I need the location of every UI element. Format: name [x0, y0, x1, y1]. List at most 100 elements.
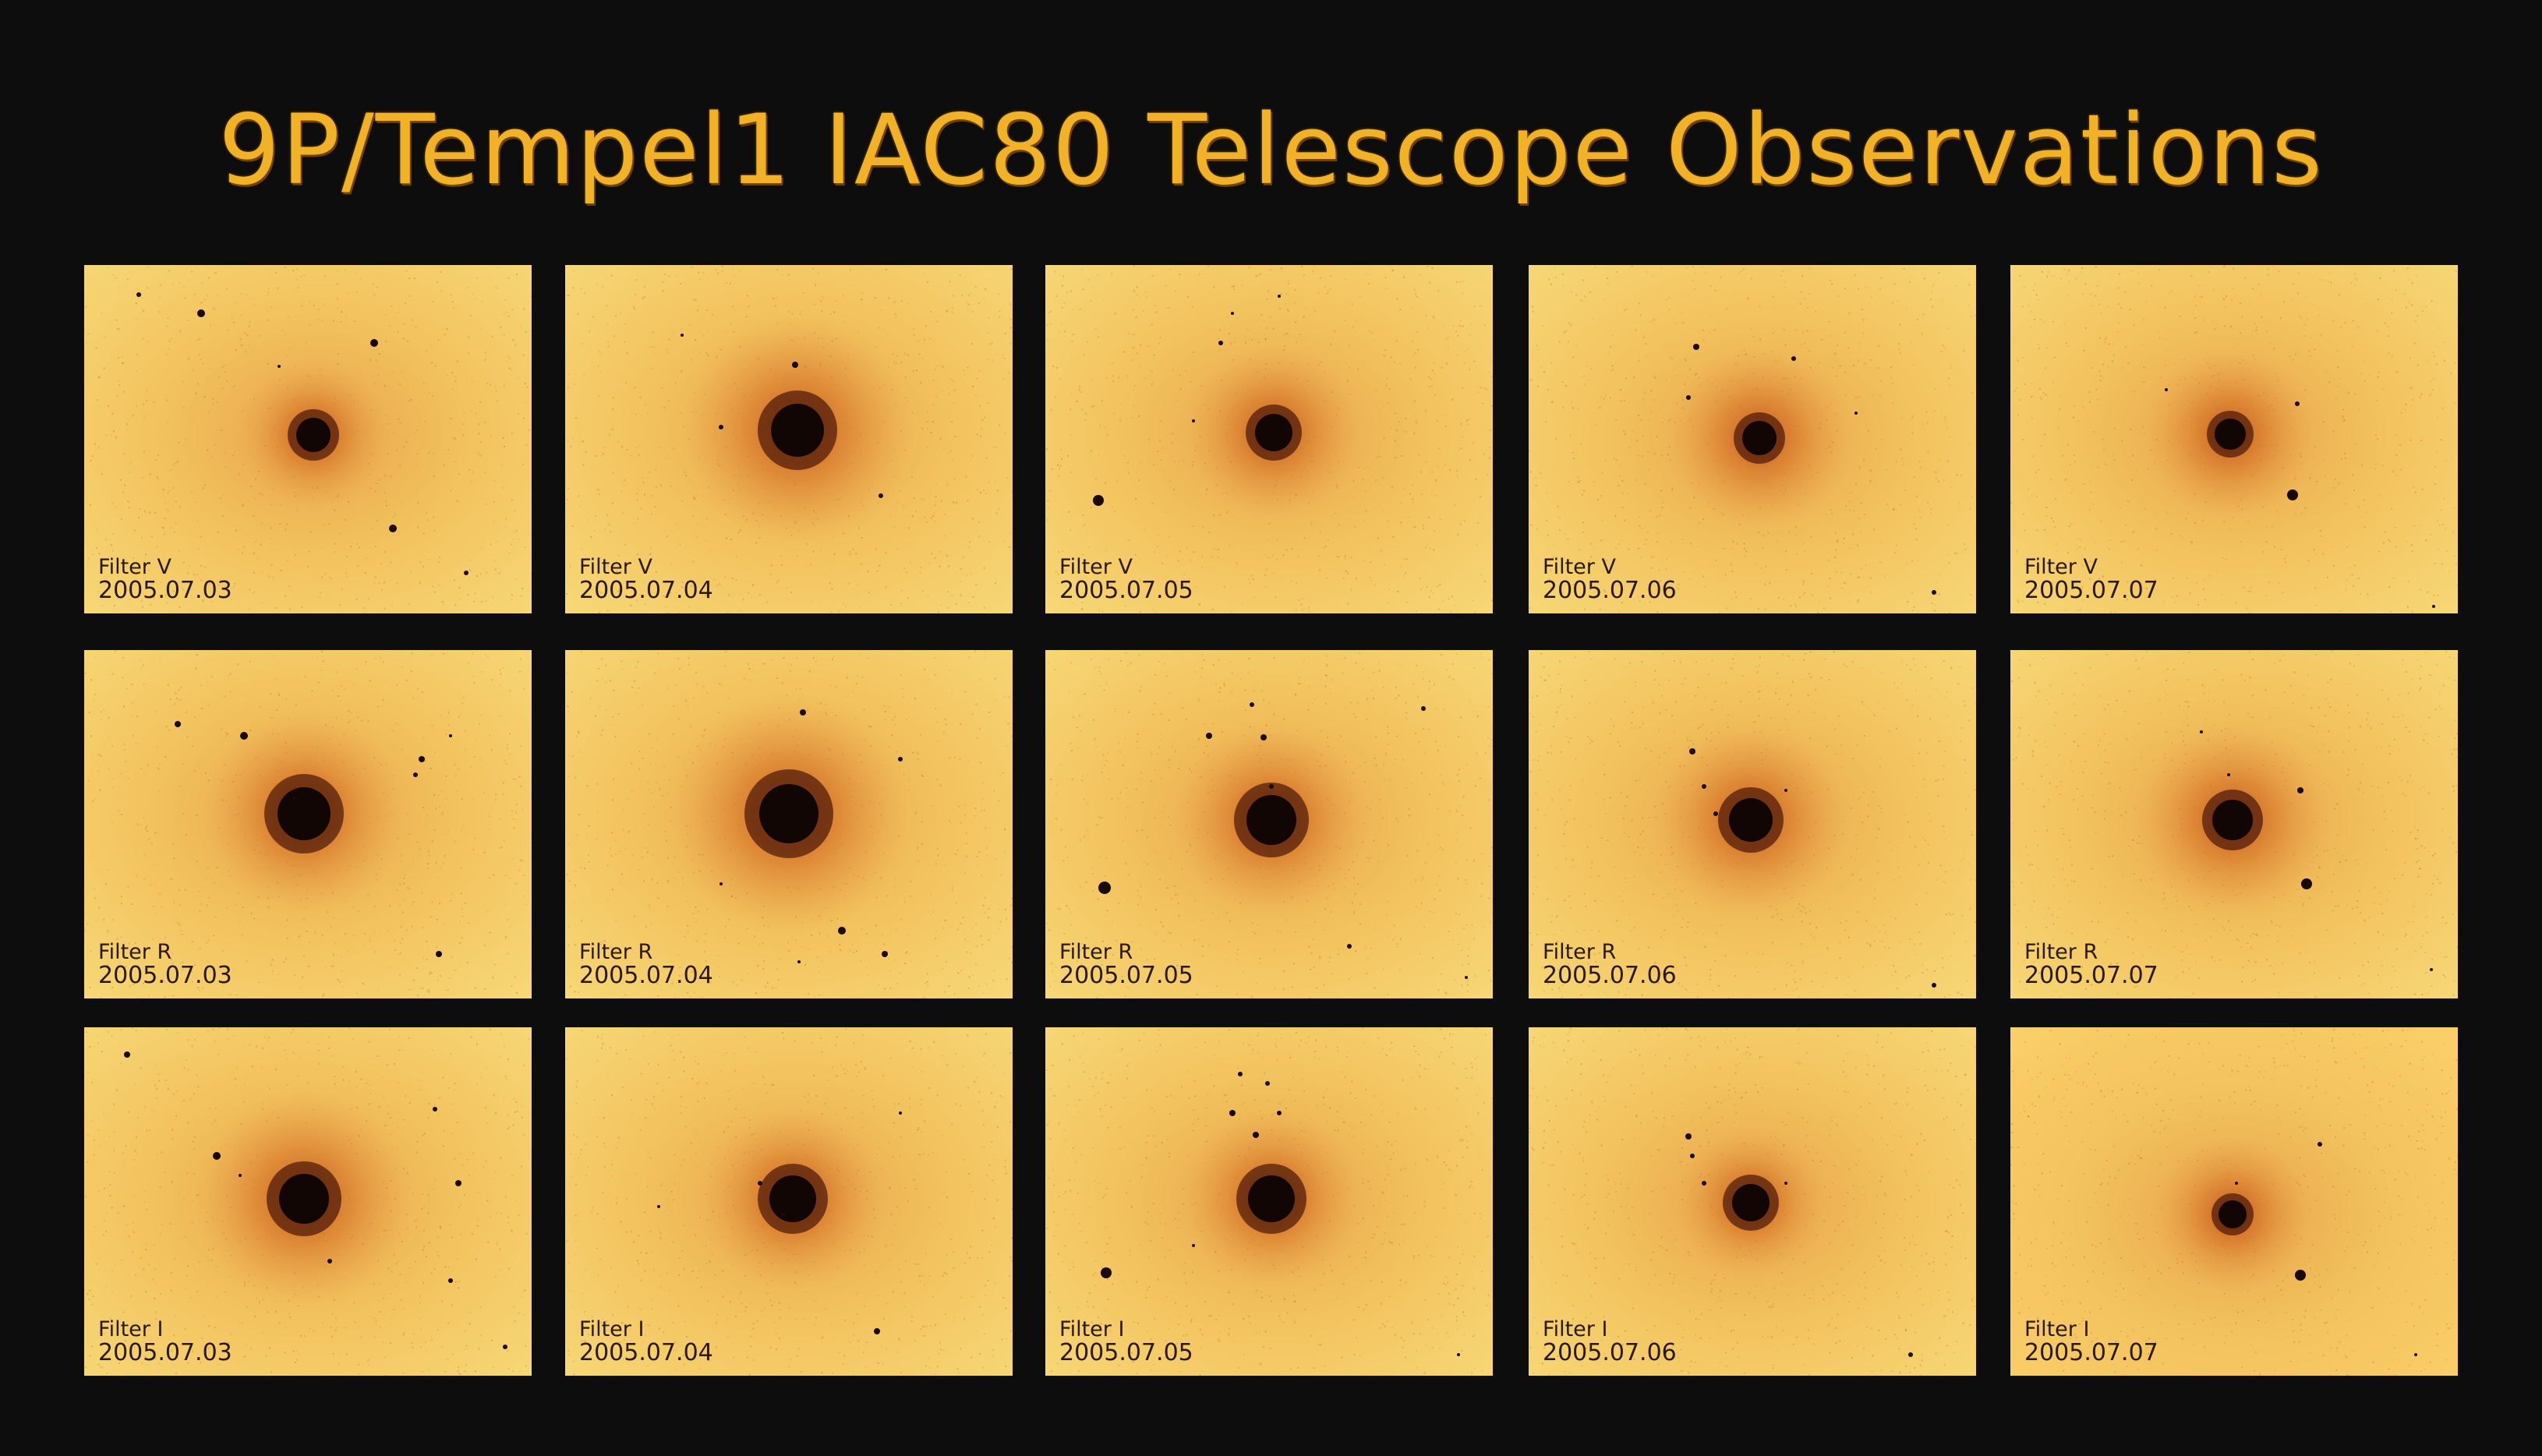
comet-nucleus: [2212, 800, 2253, 840]
comet-image: [565, 265, 1013, 613]
field-star: [2295, 401, 2300, 406]
field-star: [1932, 590, 1936, 595]
comet-nucleus: [296, 418, 331, 452]
observation-date: 2005.07.07: [2024, 1339, 2158, 1366]
panel-caption: Filter I 2005.07.07: [2024, 1318, 2158, 1365]
field-star: [2227, 773, 2230, 776]
comet-nucleus: [1732, 1184, 1770, 1221]
observation-date: 2005.07.07: [2024, 962, 2158, 989]
field-star: [879, 493, 883, 498]
filter-label: Filter I: [579, 1317, 645, 1341]
field-star: [327, 1259, 332, 1263]
field-star: [797, 960, 801, 963]
field-star: [657, 1205, 660, 1208]
field-star: [2414, 1353, 2417, 1356]
field-star: [278, 365, 281, 368]
comet-image: [1045, 1027, 1493, 1376]
field-star: [448, 1278, 453, 1283]
observation-date: 2005.07.06: [1543, 1339, 1677, 1366]
comet-nucleus: [279, 1174, 329, 1224]
field-star: [413, 772, 418, 777]
sky-grain: [1529, 1027, 1976, 1376]
comet-nucleus: [1246, 795, 1296, 845]
field-star: [455, 1180, 461, 1186]
field-star: [1908, 1352, 1913, 1357]
observation-date: 2005.07.03: [98, 577, 232, 604]
field-star: [419, 756, 425, 762]
field-star: [1932, 983, 1936, 988]
filter-label: Filter R: [98, 940, 172, 964]
field-star: [2287, 489, 2298, 500]
filter-label: Filter V: [98, 555, 171, 579]
field-star: [2295, 1270, 2306, 1281]
panel-caption: Filter V 2005.07.04: [579, 556, 713, 603]
field-star: [1269, 784, 1274, 789]
comet-image-panel: Filter V 2005.07.04: [565, 265, 1013, 613]
field-star: [1702, 784, 1706, 789]
field-star: [1693, 344, 1699, 350]
comet-image-panel: Filter V 2005.07.05: [1045, 265, 1493, 613]
filter-label: Filter V: [2024, 555, 2098, 579]
panel-caption: Filter I 2005.07.05: [1059, 1318, 1193, 1365]
comet-image-panel: Filter I 2005.07.04: [565, 1027, 1013, 1376]
panel-caption: Filter R 2005.07.07: [2024, 941, 2158, 988]
field-star: [838, 927, 846, 935]
field-star: [1238, 1072, 1243, 1076]
field-star: [1702, 1181, 1706, 1186]
field-star: [1101, 1267, 1112, 1278]
comet-nucleus: [759, 784, 818, 843]
field-star: [781, 1212, 786, 1217]
comet-image: [2010, 1027, 2458, 1376]
field-star: [449, 734, 452, 737]
comet-image: [1529, 265, 1976, 613]
observation-date: 2005.07.05: [1059, 577, 1193, 604]
field-star: [1277, 1111, 1282, 1115]
filter-label: Filter I: [98, 1317, 164, 1341]
field-star: [2317, 1142, 2322, 1147]
panel-caption: Filter I 2005.07.03: [98, 1318, 232, 1365]
observation-date: 2005.07.06: [1543, 962, 1677, 989]
comet-image: [2010, 650, 2458, 998]
comet-image-panel: Filter V 2005.07.06: [1529, 265, 1976, 613]
panel-caption: Filter R 2005.07.05: [1059, 941, 1193, 988]
comet-nucleus: [1729, 798, 1773, 842]
field-star: [792, 362, 798, 368]
comet-image-panel: Filter I 2005.07.06: [1529, 1027, 1976, 1376]
comet-image-panel: Filter V 2005.07.03: [84, 265, 532, 613]
panel-caption: Filter I 2005.07.04: [579, 1318, 713, 1365]
field-star: [1686, 395, 1691, 400]
observation-date: 2005.07.07: [2024, 577, 2158, 604]
field-star: [874, 1328, 880, 1334]
comet-nucleus: [278, 787, 331, 840]
comet-image: [1045, 265, 1493, 613]
panel-caption: Filter I 2005.07.06: [1543, 1318, 1677, 1365]
field-star: [1713, 811, 1718, 816]
comet-image: [84, 650, 532, 998]
comet-image-panel: Filter I 2005.07.03: [84, 1027, 532, 1376]
field-star: [1218, 341, 1223, 345]
field-star: [124, 1051, 130, 1058]
comet-nucleus: [2215, 419, 2246, 450]
field-star: [758, 1181, 762, 1186]
panel-caption: Filter R 2005.07.03: [98, 941, 232, 988]
comet-image-panel: Filter R 2005.07.04: [565, 650, 1013, 998]
field-star: [503, 1345, 507, 1349]
comet-image-panel: Filter I 2005.07.07: [2010, 1027, 2458, 1376]
filter-label: Filter R: [1543, 940, 1617, 964]
field-star: [1192, 1244, 1195, 1247]
panel-caption: Filter V 2005.07.06: [1543, 556, 1677, 603]
observation-date: 2005.07.04: [579, 962, 713, 989]
comet-image: [2010, 265, 2458, 613]
comet-image: [1529, 650, 1976, 998]
comet-nucleus: [771, 404, 824, 457]
field-star: [1784, 1182, 1787, 1185]
field-star: [2297, 787, 2303, 793]
field-star: [1265, 1081, 1270, 1086]
field-star: [1689, 748, 1695, 755]
comet-image: [565, 1027, 1013, 1376]
comet-nucleus: [1742, 421, 1777, 455]
field-star: [2200, 730, 2203, 733]
field-star: [2235, 1182, 2238, 1185]
field-star: [433, 1107, 437, 1111]
